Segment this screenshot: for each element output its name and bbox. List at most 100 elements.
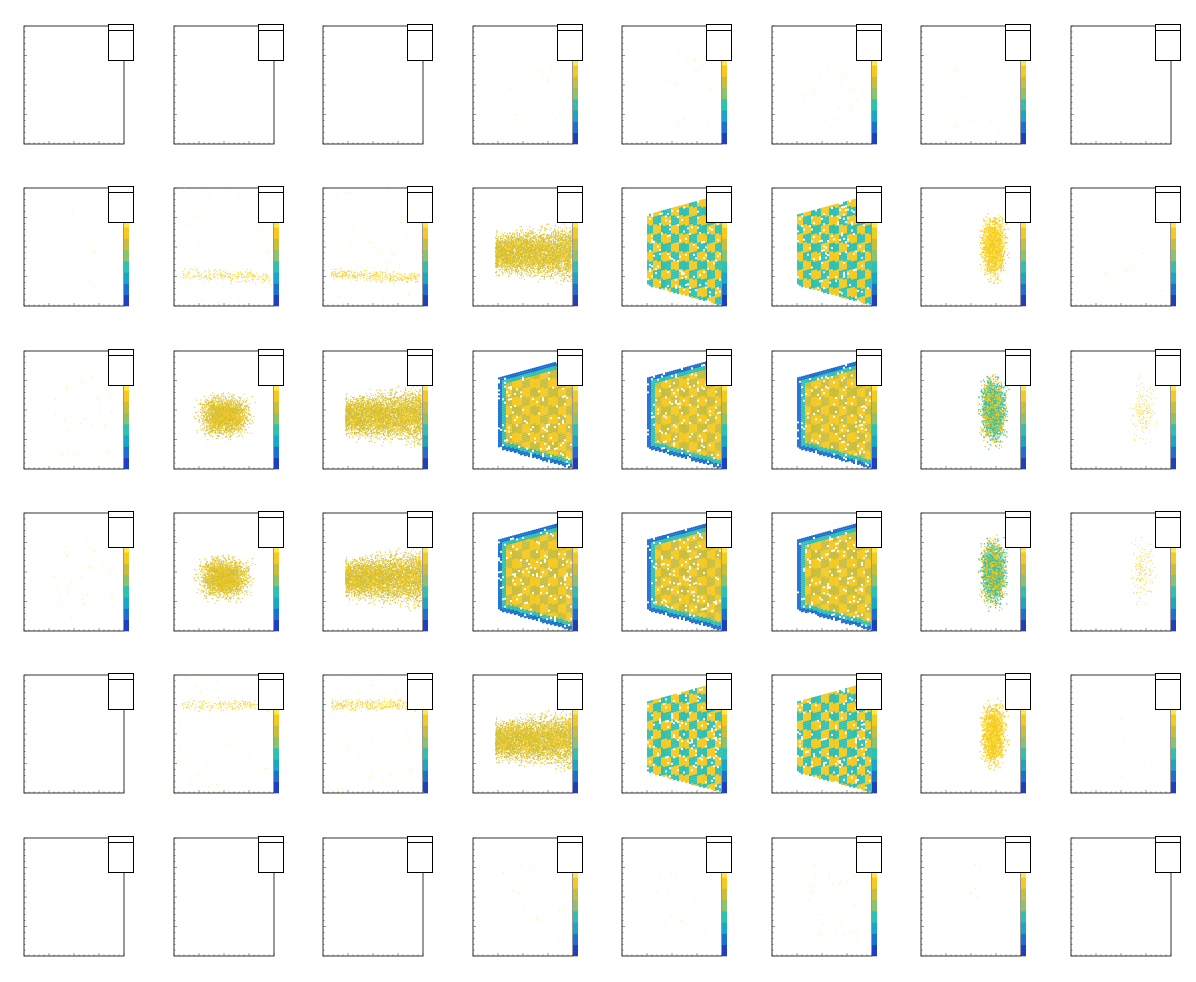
- histogram-bin: [232, 271, 233, 272]
- histogram-bin: [530, 275, 531, 276]
- stats-row: [409, 192, 432, 197]
- histogram-bin: [522, 253, 523, 254]
- histogram-bin: [543, 237, 544, 238]
- histogram-bin: [357, 280, 358, 281]
- histogram-bin: [567, 233, 568, 234]
- histogram-bin: [515, 271, 516, 272]
- histogram-bin: [393, 279, 394, 280]
- histogram-bin: [513, 246, 514, 247]
- histogram-bin: [556, 262, 557, 263]
- histogram-bin: [373, 277, 374, 278]
- histogram-bin: [560, 265, 561, 266]
- histogram-bin: [563, 273, 564, 274]
- histogram-bin: [817, 62, 818, 63]
- stats-box: [1005, 24, 1031, 61]
- histogram-bin: [556, 282, 557, 283]
- histogram-bin: [209, 278, 210, 279]
- histogram-bin: [361, 275, 362, 276]
- histogram-bin: [245, 272, 246, 273]
- histogram-bin: [419, 245, 420, 246]
- histogram-bin: [225, 272, 226, 273]
- histogram-bin: [529, 238, 530, 239]
- histogram-bin: [535, 259, 536, 260]
- histogram-bin: [396, 273, 397, 274]
- histogram-bin: [335, 269, 336, 270]
- histogram-bin: [508, 265, 509, 266]
- histogram-bin: [400, 278, 401, 279]
- histogram-bin: [237, 276, 238, 277]
- histogram-bin: [550, 271, 551, 272]
- histogram-bin: [537, 271, 538, 272]
- histogram-bin: [523, 234, 524, 235]
- histogram-bin: [348, 192, 349, 193]
- stats-row: [559, 30, 582, 35]
- stats-row: [1007, 37, 1030, 42]
- histogram-bin: [217, 271, 218, 272]
- colorbar-segment: [274, 261, 279, 273]
- histogram-bin: [223, 271, 224, 272]
- histogram-bin: [353, 277, 354, 278]
- histogram-bin: [339, 275, 340, 276]
- histogram-bin: [405, 276, 406, 277]
- histogram-bin: [376, 274, 377, 275]
- histogram-bin: [252, 279, 253, 280]
- histogram-bin: [517, 275, 518, 276]
- histogram-bin: [417, 274, 418, 275]
- histogram-bin: [69, 255, 70, 256]
- histogram-bin: [408, 294, 409, 295]
- histogram-bin: [540, 266, 541, 267]
- histogram-bin: [556, 229, 557, 230]
- histogram-bin: [570, 281, 571, 282]
- stats-row: [559, 37, 582, 42]
- histogram-bin: [341, 275, 342, 276]
- histogram-bin: [842, 74, 843, 75]
- histogram-bin: [403, 300, 404, 301]
- histogram-bin: [234, 274, 235, 275]
- histogram-bin: [502, 266, 503, 267]
- histogram-bin: [554, 268, 555, 269]
- histogram-bin: [377, 281, 378, 282]
- histogram-bin: [255, 275, 256, 276]
- histogram-bin: [562, 270, 563, 271]
- histogram-bin: [831, 127, 832, 128]
- histogram-bin: [514, 267, 515, 268]
- histogram-bin: [505, 244, 506, 245]
- histogram-bin: [344, 273, 345, 274]
- histogram-bin: [246, 276, 247, 277]
- histogram-bin: [241, 281, 242, 282]
- histogram-bin: [516, 271, 517, 272]
- histogram-bin: [212, 233, 213, 234]
- histogram-bin: [344, 272, 345, 273]
- histogram-bin: [221, 278, 222, 279]
- histogram-bin: [561, 274, 562, 275]
- histogram-bin: [348, 231, 349, 232]
- histogram-bin: [351, 192, 352, 193]
- colorbar-segment: [573, 284, 578, 296]
- histogram-bin: [517, 238, 518, 239]
- histogram-bin: [397, 278, 398, 279]
- histogram-bin: [526, 269, 527, 270]
- histogram-bin: [566, 255, 567, 256]
- histogram-bin: [197, 275, 198, 276]
- histogram-bin: [803, 102, 804, 103]
- histogram-bin: [829, 92, 830, 93]
- histogram-bin: [193, 274, 194, 275]
- histogram-bin: [216, 271, 217, 272]
- histogram-bin: [385, 227, 386, 228]
- histogram-bin: [251, 274, 252, 275]
- histogram-bin: [248, 277, 249, 278]
- histogram-bin: [565, 241, 566, 242]
- histogram-bin: [561, 250, 562, 251]
- histogram-bin: [247, 277, 248, 278]
- histogram-bin: [530, 238, 531, 239]
- histogram-bin: [518, 264, 519, 265]
- histogram-bin: [505, 265, 506, 266]
- histogram-bin: [499, 270, 500, 271]
- histogram-bin: [208, 281, 209, 282]
- histogram-bin: [334, 273, 335, 274]
- histogram-bin: [343, 274, 344, 275]
- histogram-bin: [384, 279, 385, 280]
- histogram-bin: [395, 275, 396, 276]
- histogram-bin: [570, 276, 571, 277]
- histogram-bin: [345, 279, 346, 280]
